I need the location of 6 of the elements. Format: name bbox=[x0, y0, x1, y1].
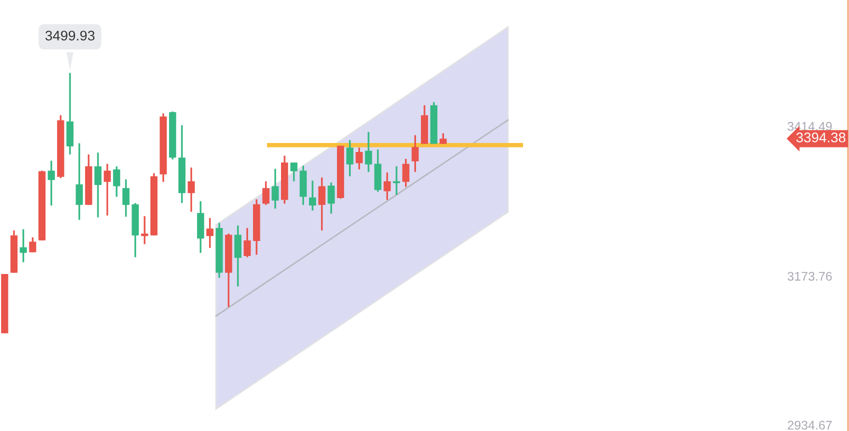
y-tick-label: 3173.76 bbox=[788, 272, 832, 281]
annotation: 3499.93 bbox=[45, 30, 94, 41]
annotation: 3394.38 bbox=[796, 132, 846, 142]
y-tick-label: 3414.49 bbox=[788, 122, 832, 131]
y-tick-label: 2934.67 bbox=[788, 420, 832, 430]
candlestick bbox=[1, 273, 8, 334]
